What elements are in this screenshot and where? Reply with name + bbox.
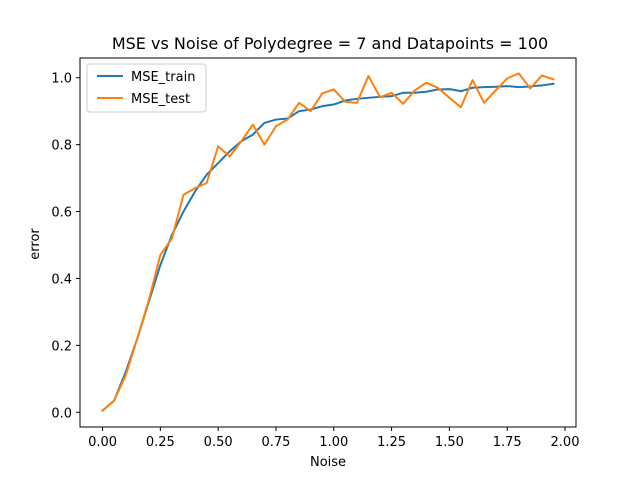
y-axis-label: error bbox=[28, 228, 43, 260]
plot-area: 0.00 0.25 0.50 0.75 1.00 1.25 1.50 1.75 2.00 0.0 0… bbox=[51, 57, 580, 450]
legend-label-mse-train: MSE_train bbox=[131, 70, 195, 85]
y-tick-label: 1.0 bbox=[51, 72, 72, 87]
x-tick-label: 0.50 bbox=[204, 435, 233, 450]
chart-title: MSE vs Noise of Polydegree = 7 and Datap… bbox=[112, 34, 548, 53]
x-tick-label: 1.50 bbox=[435, 435, 464, 450]
x-tick-label: 1.75 bbox=[493, 435, 522, 450]
legend: MSE_train MSE_test bbox=[86, 63, 207, 113]
x-tick-label: 0.75 bbox=[261, 435, 290, 450]
y-tick-label: 0.6 bbox=[51, 206, 72, 221]
y-tick-label: 0.4 bbox=[51, 272, 72, 287]
x-axis-label: Noise bbox=[310, 455, 346, 470]
y-tick-label: 0.0 bbox=[51, 406, 72, 421]
plot-frame bbox=[79, 57, 577, 428]
y-tick-label: 0.2 bbox=[51, 339, 72, 354]
y-tick-label: 0.8 bbox=[51, 139, 72, 154]
x-tick-label: 2.00 bbox=[551, 435, 580, 450]
x-tick-label: 0.00 bbox=[88, 435, 117, 450]
legend-label-mse-test: MSE_test bbox=[131, 92, 190, 107]
x-tick-label: 0.25 bbox=[146, 435, 175, 450]
series-line-mse-train bbox=[101, 82, 555, 413]
series-line-mse-test bbox=[101, 72, 555, 413]
x-tick-label: 1.00 bbox=[319, 435, 348, 450]
x-tick-label: 1.25 bbox=[377, 435, 406, 450]
